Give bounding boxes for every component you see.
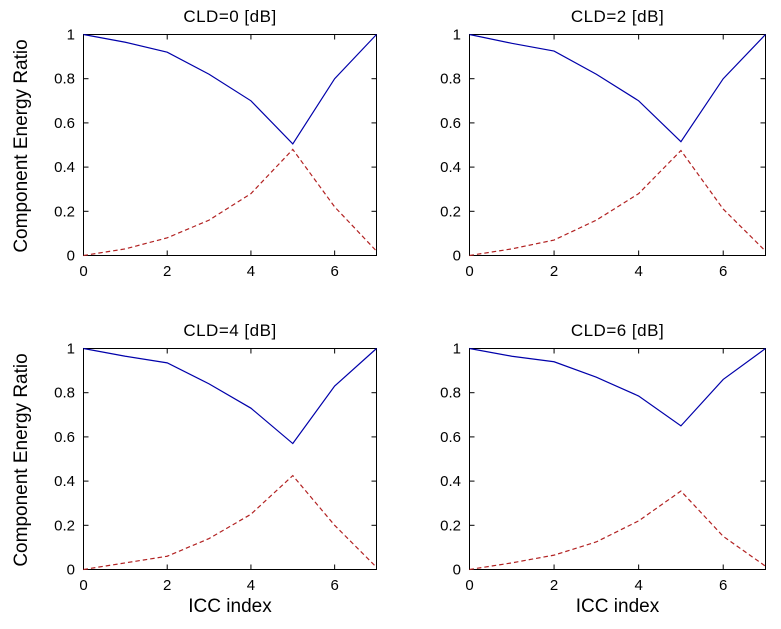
x-tick-label: 2 bbox=[163, 263, 171, 280]
solid-blue-line bbox=[83, 347, 377, 445]
solid-blue-line bbox=[469, 33, 766, 143]
dashed-red-line bbox=[83, 474, 377, 571]
y-axis-label-bottom-left: Component Energy Ratio bbox=[11, 353, 32, 567]
dashed-red-line bbox=[469, 490, 766, 571]
subplot-cld-0-axes: 0 2 4 6 0 0.2 0.4 0.6 0.8 1 bbox=[54, 27, 377, 280]
y-tick-label: 0 bbox=[453, 248, 461, 265]
y-tick-label: 0 bbox=[67, 562, 75, 579]
axes-box bbox=[83, 34, 377, 256]
x-tick-label: 6 bbox=[330, 263, 338, 280]
x-tick-label: 6 bbox=[719, 263, 727, 280]
x-tick-label: 2 bbox=[163, 577, 171, 594]
subplot-cld-6-title: CLD=6 [dB] bbox=[570, 321, 665, 340]
x-tick-label: 0 bbox=[79, 577, 87, 594]
y-tick-label: 0.6 bbox=[440, 115, 461, 132]
y-tick-label: 0.4 bbox=[54, 159, 75, 176]
subplot-cld-0-title: CLD=0 [dB] bbox=[183, 7, 277, 26]
axes-box bbox=[469, 348, 766, 570]
dashed-red-line bbox=[469, 149, 766, 257]
y-tick-label: 0.8 bbox=[54, 385, 75, 402]
y-tick-label: 0.2 bbox=[54, 517, 75, 534]
y-tick-label: 1 bbox=[67, 341, 75, 358]
y-tick-label: 0.8 bbox=[54, 71, 75, 88]
y-tick-label: 1 bbox=[67, 27, 75, 44]
x-tick-label: 4 bbox=[247, 577, 255, 594]
x-tick-label: 2 bbox=[550, 263, 558, 280]
x-tick-label: 2 bbox=[550, 577, 558, 594]
subplot-cld-2-title: CLD=2 [dB] bbox=[570, 7, 665, 26]
y-tick-label: 0.4 bbox=[440, 159, 461, 176]
y-tick-label: 0.2 bbox=[54, 203, 75, 220]
y-tick-label: 1 bbox=[453, 27, 461, 44]
solid-blue-line bbox=[83, 33, 377, 145]
x-tick-label: 6 bbox=[330, 577, 338, 594]
x-tick-label: 6 bbox=[719, 577, 727, 594]
x-tick-label: 4 bbox=[247, 263, 255, 280]
x-axis-label-bottom-right: ICC index bbox=[575, 596, 660, 617]
axes-box bbox=[83, 348, 377, 570]
x-tick-label: 0 bbox=[465, 263, 473, 280]
y-axis-label-top-left: Component Energy Ratio bbox=[11, 39, 32, 253]
axes-box bbox=[469, 34, 766, 256]
solid-blue-line bbox=[469, 347, 766, 427]
y-tick-label: 0.8 bbox=[440, 71, 461, 88]
x-tick-label: 0 bbox=[79, 263, 87, 280]
subplot-cld-6: CLD=6 [dB] 0 2 4 6 0 0.2 0.4 0.6 0.8 1 bbox=[440, 321, 766, 594]
x-tick-label: 4 bbox=[634, 577, 642, 594]
subplot-cld-4-axes: 0 2 4 6 0 0.2 0.4 0.6 0.8 1 bbox=[54, 341, 377, 594]
x-tick-label: 4 bbox=[634, 263, 642, 280]
y-tick-label: 0.6 bbox=[54, 115, 75, 132]
subplot-cld-0: CLD=0 [dB] 0 2 4 6 0 0.2 0.4 0.6 0.8 1 bbox=[54, 7, 377, 280]
subplot-cld-2: CLD=2 [dB] 0 2 4 6 0 0.2 0.4 0.6 0.8 1 bbox=[440, 7, 766, 280]
y-tick-label: 0.6 bbox=[440, 429, 461, 446]
subplot-cld-6-axes: 0 2 4 6 0 0.2 0.4 0.6 0.8 1 bbox=[440, 341, 766, 594]
subplot-cld-4-title: CLD=4 [dB] bbox=[183, 321, 277, 340]
y-tick-label: 0.4 bbox=[54, 473, 75, 490]
y-tick-label: 0.4 bbox=[440, 473, 461, 490]
y-tick-label: 0 bbox=[453, 562, 461, 579]
subplot-cld-4: CLD=4 [dB] 0 2 4 6 0 0.2 0.4 0.6 0.8 1 bbox=[54, 321, 377, 594]
y-tick-label: 0.8 bbox=[440, 385, 461, 402]
dashed-red-line bbox=[83, 148, 377, 257]
x-axis-label-bottom-left: ICC index bbox=[188, 596, 272, 617]
subplot-cld-2-axes: 0 2 4 6 0 0.2 0.4 0.6 0.8 1 bbox=[440, 27, 766, 280]
y-tick-label: 0.2 bbox=[440, 517, 461, 534]
y-tick-label: 0.2 bbox=[440, 203, 461, 220]
x-tick-label: 0 bbox=[465, 577, 473, 594]
y-tick-label: 1 bbox=[453, 341, 461, 358]
y-tick-label: 0.6 bbox=[54, 429, 75, 446]
y-tick-label: 0 bbox=[67, 248, 75, 265]
